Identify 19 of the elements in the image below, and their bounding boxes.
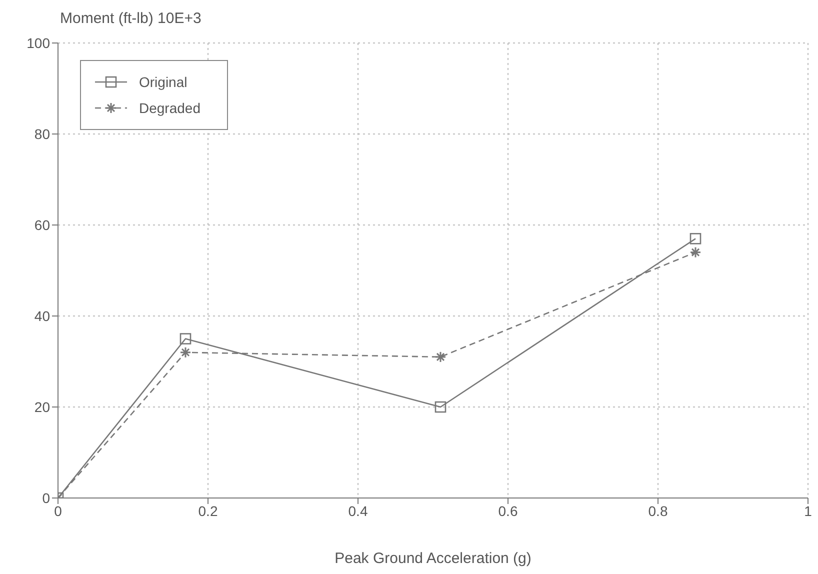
y-tick-label: 60 xyxy=(34,216,50,233)
x-axis-title: Peak Ground Acceleration (g) xyxy=(334,550,532,567)
y-tick-label: 0 xyxy=(42,490,50,506)
y-axis-title: Moment (ft-lb) 10E+3 xyxy=(60,10,202,27)
y-tick-label: 40 xyxy=(34,308,50,324)
y-tick-label: 80 xyxy=(34,126,50,142)
x-tick-label: 0.2 xyxy=(198,502,218,519)
y-tick-label: 100 xyxy=(26,34,50,51)
x-tick-label: 0.4 xyxy=(348,502,368,519)
legend-label: Degraded xyxy=(139,100,200,116)
point xyxy=(434,401,446,413)
x-tick-label: 0.8 xyxy=(648,502,668,519)
x-tick-label: 0.6 xyxy=(498,502,518,519)
x-tick-label: 1 xyxy=(804,502,812,519)
point xyxy=(180,333,192,344)
point xyxy=(690,233,702,244)
y-tick-label: 20 xyxy=(34,398,50,415)
x-tick-label: 0 xyxy=(54,502,62,519)
legend-label: Original xyxy=(139,74,188,90)
